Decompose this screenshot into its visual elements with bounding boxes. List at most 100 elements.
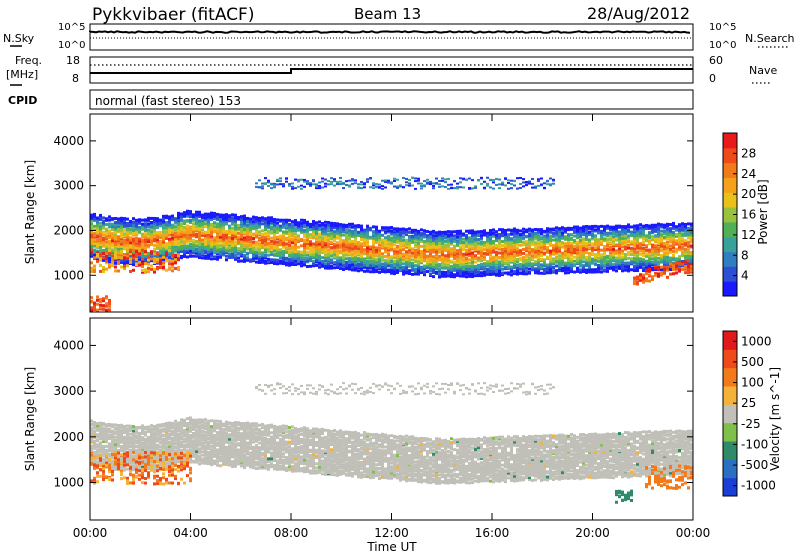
power-cell xyxy=(471,246,474,249)
power-cell xyxy=(321,186,324,188)
power-cell xyxy=(588,262,591,265)
power-cell xyxy=(516,229,519,232)
power-cell xyxy=(675,265,678,268)
velocity-cell xyxy=(99,464,102,467)
power-cell xyxy=(249,258,252,261)
power-cell xyxy=(132,249,135,252)
power-cell xyxy=(357,269,360,272)
power-cell xyxy=(237,247,240,250)
power-cell xyxy=(108,252,111,255)
power-cell xyxy=(312,183,315,185)
power-colorbar-tick-label: 28 xyxy=(741,146,756,160)
power-cell xyxy=(102,304,105,307)
power-cell xyxy=(648,224,651,227)
power-cell xyxy=(375,258,378,261)
power-cell xyxy=(615,256,618,259)
power-cell xyxy=(672,231,675,234)
power-cell xyxy=(279,257,282,260)
power-cell xyxy=(525,184,528,186)
power-cell xyxy=(510,183,513,185)
power-cell xyxy=(255,257,258,260)
power-cell xyxy=(582,260,585,263)
power-cell xyxy=(540,240,543,243)
power-cell xyxy=(153,248,156,251)
power-cell xyxy=(300,264,303,267)
nave-tick-bottom: 0 xyxy=(709,72,716,85)
power-cell xyxy=(123,229,126,232)
power-cell xyxy=(351,247,354,250)
power-cell xyxy=(546,246,549,249)
power-cell xyxy=(423,273,426,276)
power-cell xyxy=(486,268,489,271)
power-cell xyxy=(447,239,450,242)
power-cell xyxy=(543,268,546,271)
power-cell xyxy=(141,244,144,247)
power-cell xyxy=(558,227,561,230)
power-cell xyxy=(126,241,129,244)
power-cell xyxy=(549,250,552,253)
power-cell xyxy=(225,213,228,216)
power-cell xyxy=(189,219,192,222)
power-cell xyxy=(291,182,294,184)
freq-unit-label: [MHz] xyxy=(6,68,38,81)
power-cell xyxy=(321,248,324,251)
power-cell xyxy=(348,240,351,243)
power-cell xyxy=(357,186,360,188)
power-cell xyxy=(528,257,531,260)
power-cell xyxy=(375,262,378,265)
power-cell xyxy=(579,227,582,230)
power-cell xyxy=(192,225,195,228)
power-cell xyxy=(654,224,657,227)
power-cell xyxy=(444,231,447,234)
velocity-cell xyxy=(111,459,114,462)
power-cell xyxy=(651,261,654,264)
power-cell xyxy=(144,222,147,225)
power-cell xyxy=(207,218,210,221)
power-colorbar-segment xyxy=(723,252,737,267)
power-cell xyxy=(477,234,480,237)
power-cell xyxy=(372,225,375,228)
power-cell xyxy=(606,260,609,263)
power-cell xyxy=(243,222,246,225)
power-cell xyxy=(348,180,351,182)
power-cell xyxy=(333,180,336,182)
power-cell xyxy=(171,269,174,272)
power-cell xyxy=(105,232,108,235)
power-cell xyxy=(249,228,252,231)
power-cell xyxy=(540,248,543,251)
power-cell xyxy=(111,239,114,242)
power-cell xyxy=(450,187,453,189)
power-cell xyxy=(438,267,441,270)
power-cell xyxy=(456,230,459,233)
power-cell xyxy=(114,254,117,257)
power-cell xyxy=(216,213,219,216)
velocity-cell xyxy=(102,467,105,470)
power-cell xyxy=(636,269,639,272)
power-cell xyxy=(414,231,417,234)
power-cell xyxy=(534,260,537,263)
power-cell xyxy=(675,233,678,236)
power-cell xyxy=(654,274,657,277)
power-cell xyxy=(459,248,462,251)
power-cell xyxy=(453,257,456,260)
velocity-cell xyxy=(96,443,99,446)
power-colorbar-tick-label: 8 xyxy=(741,248,749,262)
power-cell xyxy=(645,253,648,256)
power-cell xyxy=(582,264,585,267)
power-cell xyxy=(636,250,639,253)
power-cell xyxy=(648,280,651,283)
power-cell xyxy=(498,272,501,275)
power-cell xyxy=(93,265,96,268)
power-cell xyxy=(150,230,153,233)
power-cell xyxy=(516,234,519,237)
power-cell xyxy=(195,248,198,251)
power-cell xyxy=(480,266,483,269)
power-cell xyxy=(324,230,327,233)
power-cell xyxy=(504,184,507,186)
power-cell xyxy=(462,232,465,235)
power-cell xyxy=(390,237,393,240)
power-cell xyxy=(408,185,411,187)
power-cell xyxy=(228,236,231,239)
power-cell xyxy=(120,251,123,254)
power-cell xyxy=(237,260,240,263)
